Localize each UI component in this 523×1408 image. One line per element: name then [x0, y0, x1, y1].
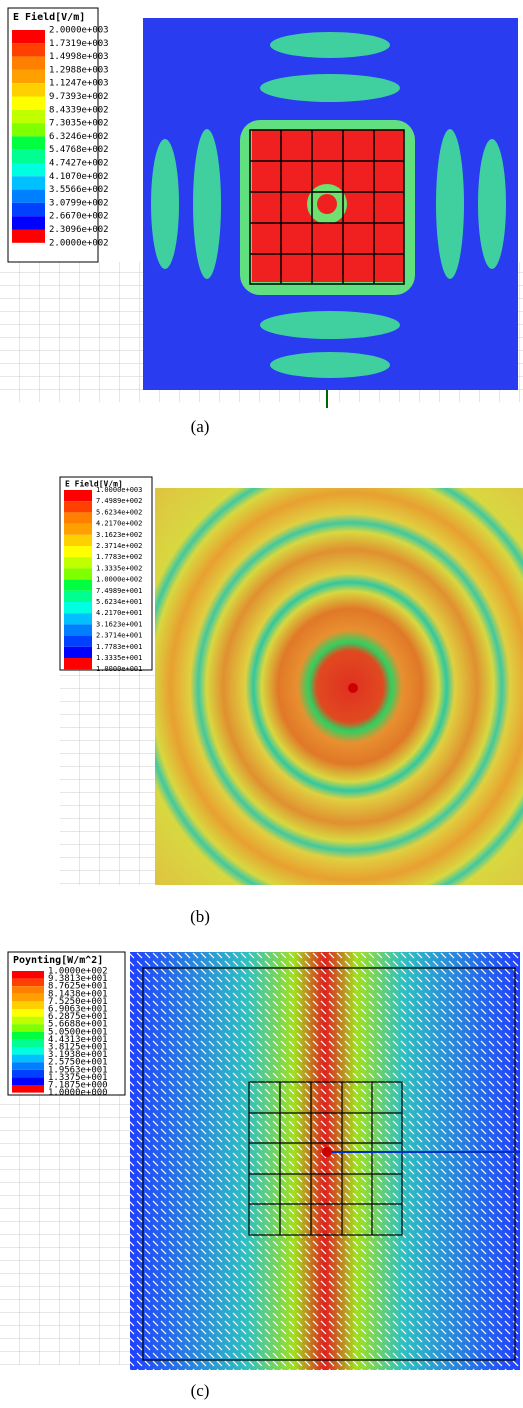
color-swatch [64, 568, 92, 579]
color-swatch [12, 70, 45, 83]
legend-label: 2.3096e+002 [49, 225, 109, 235]
legend-label: 4.1070e+002 [49, 172, 109, 182]
legend-label: 1.3335e+002 [96, 564, 142, 572]
color-swatch [64, 636, 92, 647]
source [348, 683, 358, 693]
color-swatch [12, 83, 45, 96]
legend-label: 5.6234e+001 [96, 598, 142, 606]
color-swatch [64, 602, 92, 613]
caption: (a) [191, 417, 210, 436]
legend-label: 1.7319e+003 [49, 39, 109, 49]
legend-label: 4.2170e+001 [96, 609, 142, 617]
legend-label: 5.4768e+002 [49, 145, 109, 155]
legend-label: 2.0000e+003 [49, 26, 109, 36]
legend-label: 7.3035e+002 [49, 119, 109, 129]
legend-label: 5.6234e+002 [96, 508, 142, 516]
source [322, 1147, 332, 1157]
color-swatch [12, 176, 45, 189]
color-swatch [12, 150, 45, 163]
color-swatch [12, 1024, 44, 1032]
color-swatch [12, 30, 45, 43]
color-swatch [64, 613, 92, 624]
legend-label: 7.4989e+001 [96, 587, 142, 595]
legend-label: 4.7427e+002 [49, 159, 109, 169]
color-swatch [12, 1077, 44, 1085]
color-swatch [64, 535, 92, 546]
color-swatch [64, 546, 92, 557]
legend-title: Poynting[W/m^2] [13, 954, 103, 966]
color-swatch [12, 1039, 44, 1047]
color-swatch [64, 524, 92, 535]
caption: (c) [191, 1381, 210, 1400]
color-swatch [12, 1001, 44, 1009]
legend-label: 1.0000e+003 [96, 486, 142, 494]
legend-label: 3.1623e+002 [96, 531, 142, 539]
color-swatch [12, 1070, 44, 1078]
legend-label: 6.3246e+002 [49, 132, 109, 142]
vector-field [130, 952, 520, 1370]
color-swatch [12, 230, 45, 243]
color-swatch [12, 43, 45, 56]
legend-label: 2.3714e+002 [96, 542, 142, 550]
page: (a) (b) (c) E Field[V/m] 2.0000e+003 1.731… [0, 0, 523, 1408]
center [317, 194, 337, 214]
color-swatch [64, 580, 92, 591]
color-swatch [64, 591, 92, 602]
legend-label: 1.0000e+001 [96, 665, 142, 673]
color-swatch [12, 1055, 44, 1063]
color-swatch [12, 203, 45, 216]
field-plot [155, 488, 523, 885]
legend-label: 1.0000e+002 [96, 576, 142, 584]
color-swatch [12, 986, 44, 994]
legend-label: 9.7393e+002 [49, 92, 109, 102]
background-grid [60, 670, 160, 885]
legend-label: 1.3335e+001 [96, 654, 142, 662]
color-swatch [12, 1062, 44, 1070]
color-swatch [12, 163, 45, 176]
color-swatch [12, 1085, 44, 1093]
color-swatch [12, 971, 44, 979]
legend-label: 8.4339e+002 [49, 105, 109, 115]
color-swatch [12, 136, 45, 149]
legend-label: 2.0000e+002 [49, 238, 109, 248]
color-swatch [64, 501, 92, 512]
background-grid [0, 1095, 130, 1365]
legend-label: 3.1623e+001 [96, 620, 142, 628]
legend-label: 4.2170e+002 [96, 520, 142, 528]
color-swatch [12, 1017, 44, 1025]
caption: (b) [190, 907, 210, 926]
color-swatch [64, 647, 92, 658]
color-swatch [12, 97, 45, 110]
legend-label: 1.1247e+003 [49, 79, 109, 89]
color-swatch [12, 216, 45, 229]
legend-title: E Field[V/m] [13, 11, 85, 23]
color-swatch [64, 557, 92, 568]
color-swatch [12, 979, 44, 987]
legend-label: 1.4998e+003 [49, 52, 109, 62]
legend-label: 1.7783e+002 [96, 553, 142, 561]
legend-label: 2.3714e+001 [96, 632, 142, 640]
legend-label: 3.5566e+002 [49, 185, 109, 195]
color-swatch [12, 57, 45, 70]
color-swatch [12, 123, 45, 136]
color-swatch [12, 1047, 44, 1055]
color-swatch [12, 190, 45, 203]
legend-label: 1.0000e+000 [48, 1088, 108, 1098]
color-swatch [12, 1032, 44, 1040]
figure: (a) (b) (c) E Field[V/m] 2.0000e+003 1.731… [0, 0, 523, 1408]
color-swatch [64, 624, 92, 635]
legend-label: 3.0799e+002 [49, 198, 109, 208]
legend-label: 1.7783e+001 [96, 643, 142, 651]
color-swatch [12, 1009, 44, 1017]
legend-label: 1.2988e+003 [49, 65, 109, 75]
color-swatch [64, 512, 92, 523]
legend-label: 2.6670e+002 [49, 212, 109, 222]
color-swatch [12, 110, 45, 123]
legend-label: 7.4989e+002 [96, 497, 142, 505]
color-swatch [64, 658, 92, 669]
color-swatch [12, 994, 44, 1002]
color-swatch [64, 490, 92, 501]
